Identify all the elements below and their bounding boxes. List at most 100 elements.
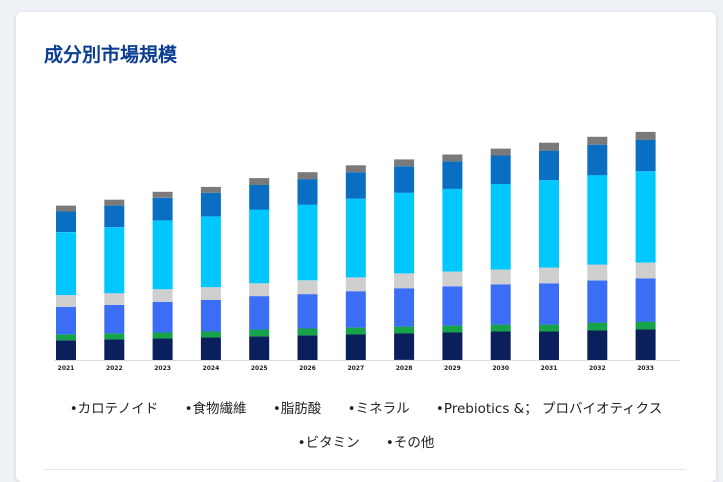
bar-segment — [490, 148, 511, 156]
bar-segment — [442, 154, 463, 162]
bar-segment — [249, 329, 270, 337]
bar-segment — [490, 284, 511, 325]
bar-segment — [587, 175, 608, 265]
bar-segment — [635, 139, 656, 172]
bar-segment — [539, 324, 559, 332]
bar-segment — [200, 186, 221, 193]
x-tick-label: 2024 — [203, 365, 220, 372]
bar-segment — [490, 184, 511, 270]
chart-title: 成分別市場規模 — [44, 44, 178, 66]
bar-segment — [394, 326, 415, 334]
bar-segment — [249, 185, 270, 210]
bar-segment — [635, 329, 656, 360]
bar-segment — [442, 325, 463, 333]
legend-bullet: • — [385, 435, 394, 451]
legend-item-dietary-fiber: •食物繊維 — [185, 392, 247, 426]
x-tick-label: 2023 — [154, 365, 171, 372]
bar-segment — [345, 327, 366, 335]
divider — [43, 469, 686, 470]
bar-segment — [442, 188, 463, 272]
x-tick-label: 2029 — [444, 365, 461, 372]
bar-segment — [297, 179, 318, 205]
legend-item-fatty-acids: •脂肪酸 — [273, 392, 321, 426]
bar-segment — [394, 192, 415, 274]
chart-card: 成分別市場規模 2021 2022 2023 2024 2025 2026 2027 2028… — [16, 12, 716, 482]
bar-segment — [345, 198, 366, 278]
bar-segment — [200, 331, 221, 338]
bar-segment — [249, 283, 270, 297]
bar-segment — [635, 321, 656, 330]
bar-segment — [104, 339, 125, 360]
legend-item-prebiotics-probiotics: •Prebiotics &； プロバイオティクス — [436, 392, 662, 426]
bar-segment — [249, 178, 270, 185]
bar-segment — [104, 227, 125, 294]
bar-segment — [442, 286, 463, 326]
bar-segment — [56, 340, 76, 360]
bar-segment — [297, 172, 318, 180]
bar-segment — [152, 191, 173, 198]
bar-segment — [345, 277, 366, 292]
legend-label: 食物繊維 — [192, 401, 247, 417]
bar-segment — [152, 338, 173, 360]
bar-segment — [200, 337, 221, 360]
bar-segment — [394, 273, 415, 289]
bar-segment — [297, 335, 318, 360]
bar-segment — [297, 280, 318, 295]
bar-segment — [104, 293, 125, 305]
legend-label: 脂肪酸 — [280, 401, 322, 417]
bar-segment — [345, 172, 366, 199]
bar-segment — [249, 296, 270, 330]
bar-segment — [200, 216, 221, 288]
bar-segment — [539, 267, 559, 284]
bar-segment — [249, 209, 270, 284]
x-tick-label: 2026 — [299, 365, 316, 372]
bar-segment — [249, 336, 270, 360]
legend-bullet: • — [297, 435, 306, 451]
legend-bullet: • — [347, 401, 356, 417]
x-tick-label: 2030 — [492, 365, 509, 372]
bar-segment — [297, 328, 318, 336]
bar-segment — [442, 161, 463, 189]
bar-segment — [152, 220, 173, 290]
bar-segment — [539, 180, 559, 268]
x-tick-label: 2021 — [58, 365, 75, 372]
bar-segment — [152, 289, 173, 302]
legend-label: Prebiotics &； プロバイオティクス — [443, 401, 663, 417]
x-tick-label: 2032 — [589, 365, 606, 372]
legend-bullet: • — [272, 401, 281, 417]
x-tick-label: 2025 — [251, 365, 268, 372]
legend-bullet: • — [435, 401, 444, 417]
bar-segment — [394, 288, 415, 327]
bar-segment — [56, 334, 76, 341]
bar-segment — [490, 324, 511, 332]
bar-segment — [539, 142, 559, 151]
bar-segment — [297, 204, 318, 281]
bar-segment — [635, 171, 656, 263]
x-tick-label: 2033 — [637, 365, 654, 372]
bar-segment — [635, 278, 656, 322]
bar-segment — [56, 295, 76, 307]
legend-bullet: • — [69, 401, 78, 417]
bar-segment — [394, 159, 415, 167]
bar-segment — [345, 291, 366, 328]
bar-segment — [152, 332, 173, 339]
bar-segment — [104, 304, 125, 334]
bar-segment — [297, 294, 318, 329]
bar-segment — [587, 280, 608, 323]
bar-segment — [442, 271, 463, 287]
bar-segment — [56, 232, 76, 296]
legend-item-others: •その他 — [386, 426, 434, 460]
legend-item-carotenoids: •カロテノイド — [70, 392, 159, 426]
bar-segment — [200, 192, 221, 217]
legend-label: カロテノイド — [77, 401, 159, 417]
legend-item-vitamins: •ビタミン — [298, 426, 360, 460]
bar-segment — [56, 205, 76, 212]
bar-segment — [152, 302, 173, 333]
bar-segment — [587, 136, 608, 145]
x-tick-label: 2028 — [396, 365, 413, 372]
chart-legend: •カロテノイド •食物繊維 •脂肪酸 •ミネラル •Prebiotics &； … — [46, 392, 686, 460]
bar-segment — [539, 150, 559, 181]
bar-segment — [394, 166, 415, 193]
legend-bullet: • — [184, 401, 193, 417]
bar-segment — [490, 155, 511, 184]
